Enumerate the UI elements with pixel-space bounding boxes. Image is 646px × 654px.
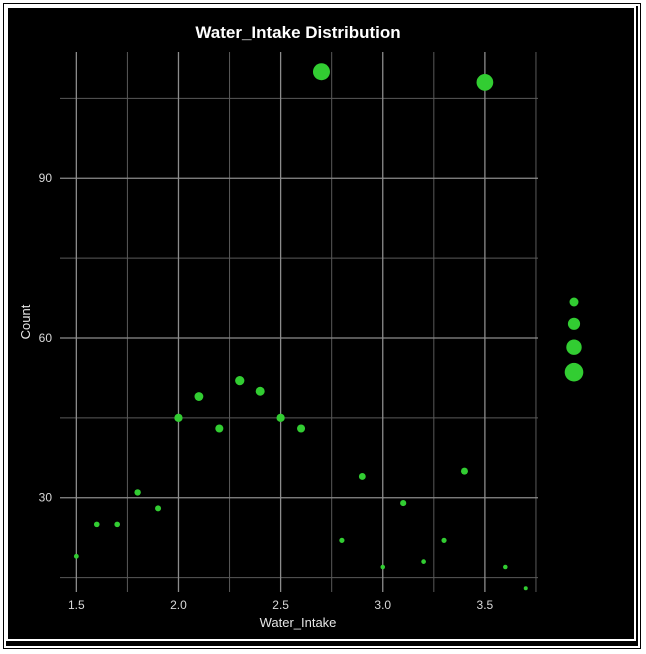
x-tick-label: 2.5	[272, 598, 289, 612]
data-point	[276, 413, 285, 423]
x-axis-label: Water_Intake	[260, 615, 337, 630]
size-legend-key	[569, 297, 579, 307]
data-point	[400, 499, 407, 507]
data-point	[460, 467, 468, 475]
size-legend	[564, 297, 584, 382]
size-legend-key	[564, 362, 584, 382]
x-tick-label: 2.0	[170, 598, 187, 612]
y-tick-labels: 30 60 90	[39, 171, 53, 505]
data-point	[380, 564, 386, 570]
data-point	[235, 375, 245, 386]
data-point	[339, 537, 345, 543]
x-tick-label: 3.0	[374, 598, 391, 612]
data-point	[93, 521, 100, 528]
data-point	[215, 424, 224, 433]
x-tick-label: 3.5	[477, 598, 494, 612]
data-point	[73, 553, 79, 559]
data-points	[73, 63, 528, 591]
data-point	[441, 537, 447, 543]
data-point	[503, 564, 508, 570]
data-point	[255, 386, 265, 396]
chart-title: Water_Intake Distribution	[195, 23, 400, 42]
data-point	[134, 489, 141, 496]
data-point	[114, 521, 121, 528]
data-point	[194, 392, 204, 401]
data-point	[476, 73, 494, 91]
chart-frame	[3, 3, 641, 649]
data-point	[312, 63, 330, 81]
data-point	[174, 413, 183, 423]
y-tick-label: 60	[39, 331, 53, 345]
x-tick-label: 1.5	[68, 598, 85, 612]
data-point	[297, 424, 306, 433]
y-tick-label: 30	[39, 491, 53, 505]
size-legend-key	[566, 339, 582, 355]
data-point	[421, 559, 426, 564]
x-tick-labels: 1.5 2.0 2.5 3.0 3.5	[68, 598, 494, 612]
y-tick-label: 90	[39, 171, 53, 185]
y-axis-label: Count	[18, 304, 33, 339]
data-point	[358, 473, 366, 480]
data-point	[523, 586, 528, 591]
data-point	[155, 505, 162, 512]
grid-lines	[60, 52, 538, 592]
size-legend-key	[567, 317, 581, 330]
